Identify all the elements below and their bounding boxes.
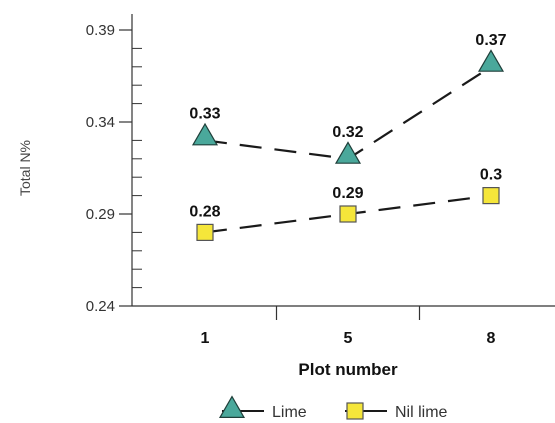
data-label: 0.37 (475, 32, 506, 49)
x-axis-ticks: 1 5 8 (201, 306, 496, 347)
x-tick-label: 8 (487, 330, 496, 347)
data-point-triangle (334, 141, 362, 164)
legend-item-lime: Lime (218, 395, 307, 421)
legend-marker-square (346, 402, 364, 420)
legend-label: Lime (272, 404, 307, 421)
series-nil-lime: 0.28 0.29 0.3 (189, 167, 502, 241)
legend-item-nil-lime: Nil lime (345, 402, 448, 421)
y-tick-label: 0.39 (86, 22, 115, 39)
chart-axes (131, 14, 555, 307)
data-label: 0.3 (480, 167, 502, 184)
data-point-square (196, 223, 214, 241)
x-tick-label: 5 (344, 330, 353, 347)
y-tick-label: 0.29 (86, 206, 115, 223)
x-tick-label: 1 (201, 330, 210, 347)
data-point-square (339, 205, 357, 223)
data-point-triangle (191, 122, 219, 146)
series-layer: 0.33 0.32 0.37 0.28 0.29 0.3 (189, 32, 507, 241)
data-label: 0.28 (189, 203, 220, 220)
y-tick-label: 0.24 (86, 298, 115, 315)
legend: Lime Nil lime (218, 395, 448, 421)
data-point-square (482, 187, 500, 205)
data-label: 0.29 (332, 185, 363, 202)
data-label: 0.32 (332, 124, 363, 141)
series-lime: 0.33 0.32 0.37 (189, 32, 507, 164)
y-axis-ticks: 0.24 0.29 0.34 0.39 (86, 22, 142, 315)
data-label: 0.33 (189, 105, 220, 122)
data-point-triangle (477, 49, 505, 72)
legend-marker-triangle (218, 395, 246, 418)
legend-label: Nil lime (395, 404, 448, 421)
x-axis-title: Plot number (298, 360, 398, 379)
y-tick-label: 0.34 (86, 114, 115, 131)
y-axis-title: Total N% (17, 140, 33, 196)
